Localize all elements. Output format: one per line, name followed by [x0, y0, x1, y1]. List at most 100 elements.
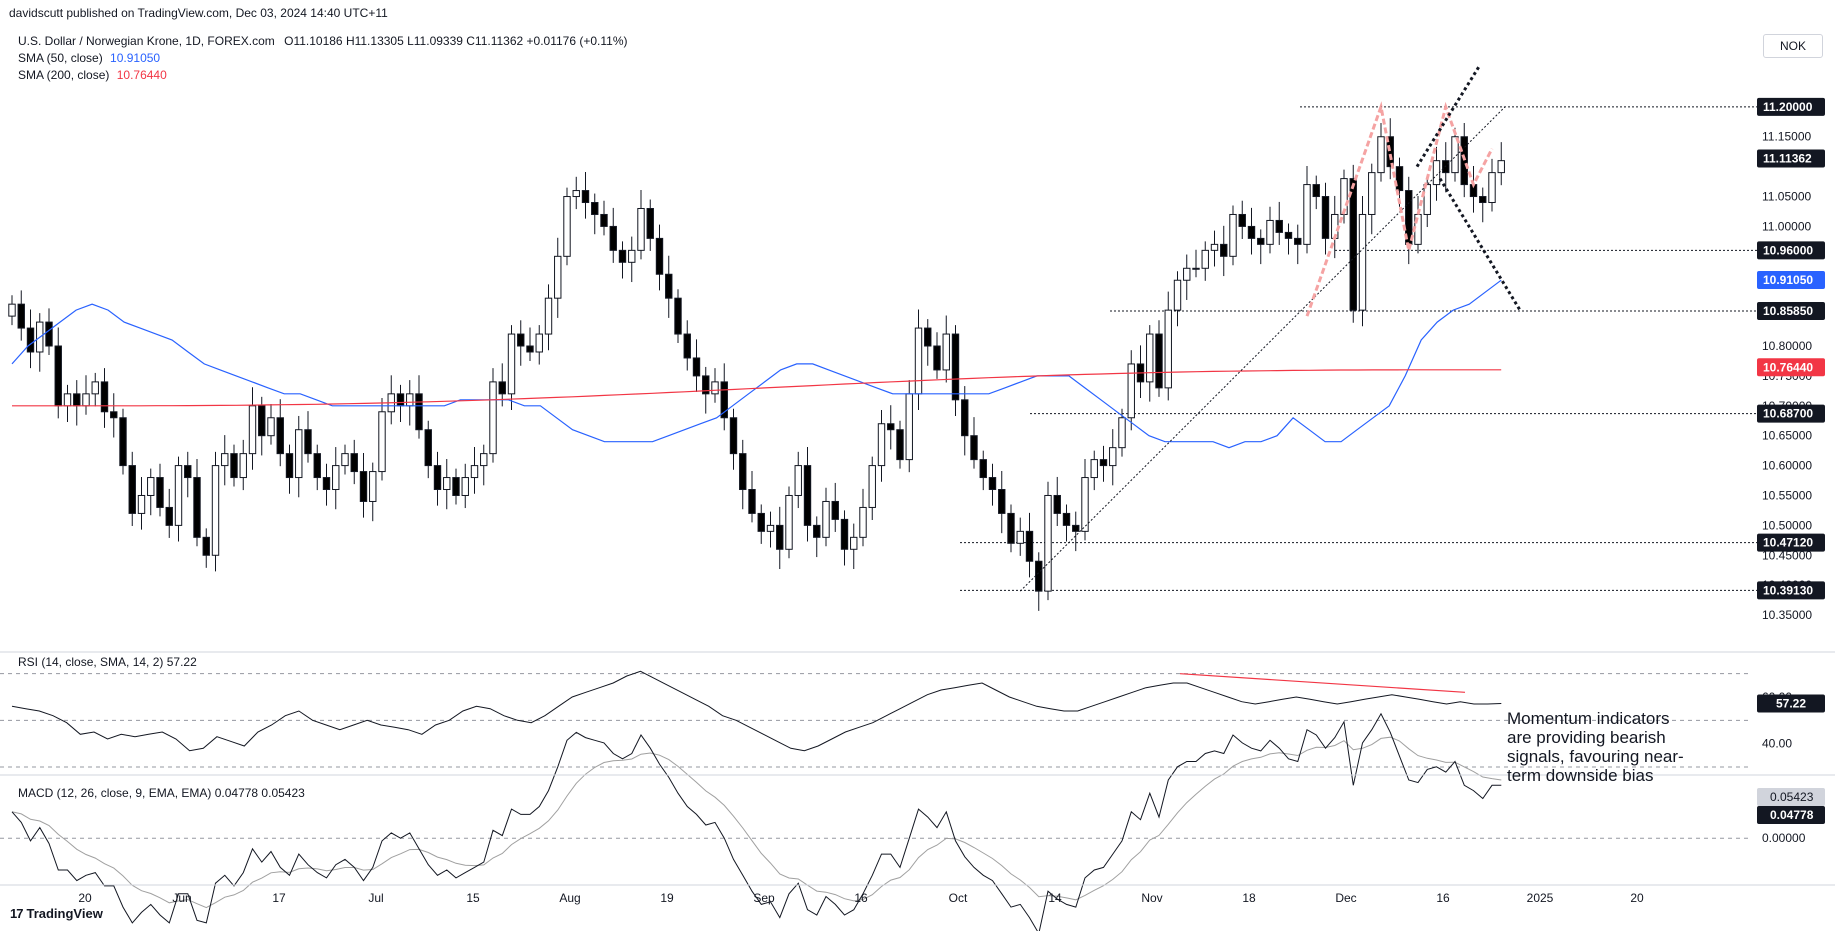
- candle-body: [165, 506, 173, 526]
- time-tick-label: Aug: [559, 891, 580, 905]
- candle-body: [1016, 530, 1024, 544]
- time-tick-label: 20: [78, 891, 92, 905]
- candle-body: [91, 381, 99, 395]
- candle-body: [174, 465, 183, 526]
- candle-body: [840, 518, 849, 550]
- price-tick-label: 10.35000: [1762, 608, 1812, 622]
- sma200-value: 10.76440: [116, 68, 167, 82]
- sma200-line: [12, 369, 1502, 407]
- candle-body: [859, 506, 867, 538]
- candle-body: [202, 536, 210, 556]
- candle-body: [674, 297, 682, 335]
- sma200-label: SMA (200, close): [18, 68, 110, 82]
- candle-body: [45, 321, 53, 347]
- candle-body: [1090, 459, 1098, 479]
- candle-body: [415, 393, 423, 431]
- candle-body: [1183, 267, 1191, 281]
- candle-body: [498, 381, 506, 395]
- footer-brand[interactable]: 17 TradingView: [10, 906, 103, 921]
- candle-body: [137, 494, 146, 514]
- candle-body: [258, 405, 266, 437]
- candle-body: [554, 255, 562, 299]
- time-tick-label: Jul: [368, 891, 383, 905]
- candle-body: [924, 327, 932, 347]
- axes: 11.1500011.0500011.0000010.8000010.75000…: [0, 97, 1835, 905]
- candle-body: [54, 345, 62, 407]
- time-tick-label: Oct: [949, 891, 968, 905]
- candle-body: [600, 213, 608, 227]
- candle-body: [1312, 184, 1320, 198]
- level-label: 10.47120: [1763, 536, 1813, 550]
- candle-body: [618, 249, 627, 263]
- candle-body: [1210, 243, 1219, 251]
- candle-body: [942, 333, 950, 371]
- candle-body: [239, 453, 247, 479]
- price-tick-label: 10.45000: [1762, 548, 1812, 562]
- candle-body: [489, 381, 497, 455]
- price-tick-label: 11.05000: [1762, 190, 1811, 204]
- time-tick-label: 19: [660, 891, 674, 905]
- sma200-legend[interactable]: SMA (200, close) 10.76440: [18, 68, 167, 82]
- candle-body: [313, 453, 321, 479]
- candle-body: [350, 453, 358, 473]
- time-tick-label: 2025: [1527, 891, 1554, 905]
- level-label-box: [1757, 581, 1825, 600]
- candle-body: [1395, 166, 1404, 192]
- candle-body: [1118, 417, 1126, 449]
- sma50-value: 10.91050: [110, 51, 161, 65]
- level-label: 10.91050: [1763, 273, 1813, 287]
- candle-body: [739, 453, 747, 491]
- candle-body: [26, 327, 35, 353]
- candle-body: [951, 333, 960, 401]
- time-tick-label: 15: [466, 891, 480, 905]
- time-tick-label: Jun: [172, 891, 191, 905]
- candle-body: [591, 202, 599, 215]
- candle-body: [988, 477, 997, 491]
- level-label: 11.20000: [1763, 100, 1813, 114]
- price-pane[interactable]: [8, 64, 1757, 611]
- time-tick-label: Sep: [753, 891, 775, 905]
- candle-body: [813, 524, 821, 538]
- currency-button[interactable]: NOK: [1763, 34, 1823, 58]
- candle-body: [304, 429, 312, 455]
- level-label-box: [1757, 302, 1825, 321]
- candle-body: [1081, 477, 1089, 532]
- candle-body: [1109, 447, 1117, 467]
- candle-body: [868, 465, 876, 508]
- price-tick-label: 11.00000: [1762, 219, 1811, 233]
- price-tick-label: 10.50000: [1762, 518, 1812, 532]
- candle-body: [850, 536, 858, 550]
- candle-body: [322, 477, 331, 491]
- level-label-box: [1757, 404, 1825, 423]
- candle-body: [443, 477, 451, 491]
- candle-body: [1007, 512, 1015, 544]
- candle-body: [332, 465, 340, 491]
- candle-body: [230, 453, 238, 479]
- candle-body: [692, 357, 701, 377]
- time-tick-label: Nov: [1141, 891, 1162, 905]
- candle-body: [1099, 459, 1108, 467]
- candle-body: [341, 453, 349, 467]
- rsi-line: [11, 670, 1502, 752]
- candle-body: [785, 494, 793, 550]
- candle-body: [211, 465, 220, 556]
- candle-body: [1386, 136, 1394, 168]
- rsi-tick-label: 40.00: [1762, 737, 1792, 751]
- candle-body: [369, 471, 377, 502]
- candle-body: [221, 453, 229, 467]
- candle-body: [961, 399, 969, 437]
- candle-body: [757, 512, 765, 532]
- candle-body: [563, 196, 571, 257]
- candle-body: [285, 453, 294, 479]
- rsi-divergence-line: [1179, 673, 1466, 693]
- candle-body: [1488, 172, 1496, 204]
- footer-logo-text: TradingView: [26, 906, 103, 921]
- sma50-legend[interactable]: SMA (50, close) 10.91050: [18, 51, 160, 65]
- candle-body: [1266, 219, 1274, 245]
- macd-pane[interactable]: MACD (12, 26, close, 9, EMA, EMA) 0.0477…: [0, 712, 1750, 931]
- rsi-pane[interactable]: RSI (14, close, SMA, 14, 2) 57.22: [0, 655, 1750, 768]
- candle-body: [1072, 524, 1080, 532]
- candle-body: [831, 500, 839, 520]
- level-label: 10.68700: [1763, 407, 1813, 421]
